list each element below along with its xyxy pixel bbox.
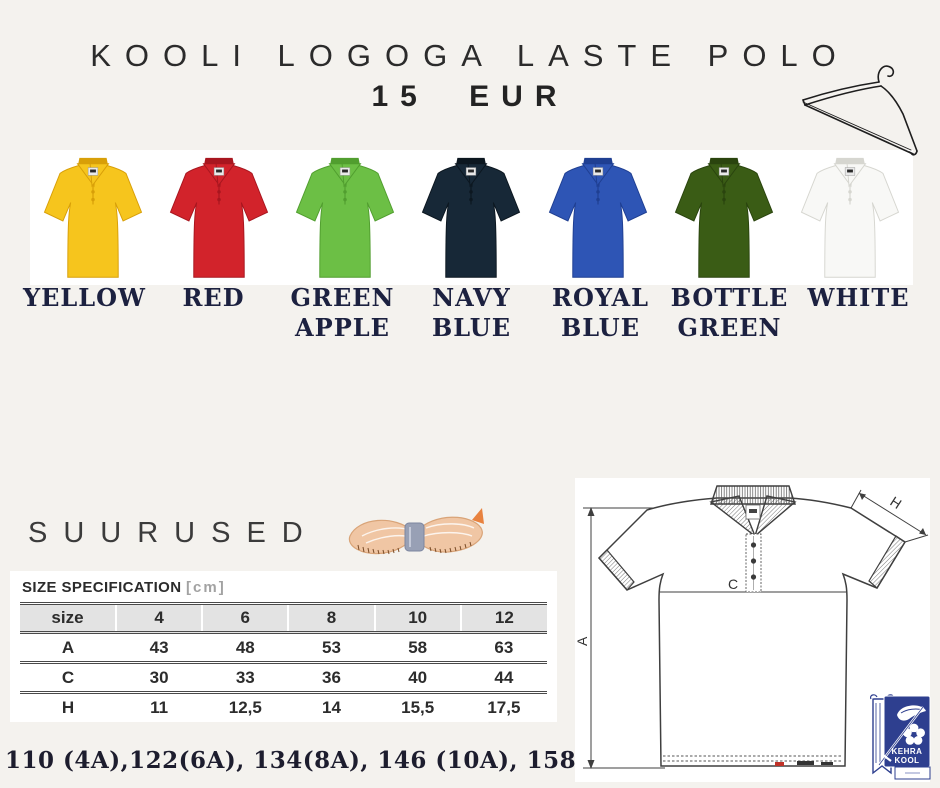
color-label-bottle-green: BOTTLE GREEN (670, 283, 789, 342)
col-header-size: size (51, 608, 84, 627)
price-label: 15 EUR (371, 80, 569, 113)
color-label-royal-blue: ROYAL BLUE (552, 283, 649, 342)
cell: 58 (408, 637, 428, 657)
logo-line2: KOOL (894, 756, 919, 765)
color-label-yellow: YELLOW (22, 283, 147, 312)
table-header-row: size 4 6 8 10 12 (20, 603, 547, 633)
size-table-unit: [cm] (186, 579, 226, 596)
polo-technical-drawing: A C (575, 485, 929, 769)
col-header-4: 4 (114, 603, 203, 633)
color-label-green-apple: GREEN APPLE (290, 283, 395, 342)
school-logo: KEHRA KOOL (870, 694, 931, 780)
size-specification-table: size 4 6 8 10 12 A 43 48 53 58 63 (20, 602, 547, 723)
height-sizes-note: 110 (4A),122(6A), 134(8A), 146 (10A), 15… (5, 747, 651, 774)
product-shirt-green-apple (282, 150, 408, 285)
size-table-title-text: SIZE SPECIFICATION (22, 579, 182, 596)
product-shirt-yellow (30, 150, 156, 285)
product-row (30, 150, 913, 285)
product-shirt-red (156, 150, 282, 285)
color-labels-row: YELLOW RED GREEN APPLE NAVY BLUE ROYAL B… (20, 283, 923, 343)
measurement-diagram: A C (575, 478, 930, 782)
table-row-a: A 43 48 53 58 63 (20, 633, 547, 663)
color-label-navy-blue: NAVY BLUE (431, 283, 512, 342)
product-shirt-royal-blue (535, 150, 661, 285)
row-label: A (61, 637, 75, 657)
logo-line1: KEHRA (892, 747, 923, 756)
measuring-tape-icon (348, 508, 484, 555)
color-label-white: WHITE (807, 283, 910, 312)
dim-label-a: A (575, 636, 590, 646)
col-header-10: 10 (373, 603, 461, 633)
dim-label-c: C (728, 576, 738, 592)
cell: 15,5 (401, 698, 435, 718)
col-header-12: 12 (459, 603, 547, 633)
cell: 53 (322, 637, 341, 657)
cell: 43 (149, 637, 169, 657)
cell: 44 (494, 667, 514, 687)
size-table-title: SIZE SPECIFICATION [cm] (22, 579, 547, 596)
cell: 12,5 (228, 698, 262, 718)
table-row-h: H 11 12,5 14 15,5 17,5 (20, 693, 547, 723)
cell: 30 (149, 667, 169, 687)
cell: 17,5 (487, 698, 521, 718)
color-label-red: RED (182, 283, 245, 312)
col-header-6: 6 (201, 603, 289, 633)
row-label: H (61, 698, 75, 718)
cell: 36 (322, 667, 341, 687)
product-shirt-bottle-green (661, 150, 787, 285)
row-label: C (61, 667, 75, 687)
col-header-8: 8 (287, 603, 375, 633)
cell: 48 (235, 637, 255, 657)
cell: 63 (494, 637, 514, 657)
hanger-icon (802, 65, 918, 156)
cell: 14 (322, 698, 341, 718)
sizes-heading: SUURUSED (28, 517, 319, 549)
cell: 40 (408, 667, 428, 687)
page-title: KOOLI LOGOGA LASTE POLO (90, 38, 850, 73)
product-shirt-navy-blue (408, 150, 534, 285)
table-row-c: C 30 33 36 40 44 (20, 663, 547, 693)
size-table: SIZE SPECIFICATION [cm] size 4 6 8 10 12… (10, 571, 557, 722)
product-shirt-white (787, 150, 913, 285)
cell: 33 (235, 667, 255, 687)
cell: 11 (150, 698, 169, 718)
dim-label-h: H (887, 493, 904, 512)
